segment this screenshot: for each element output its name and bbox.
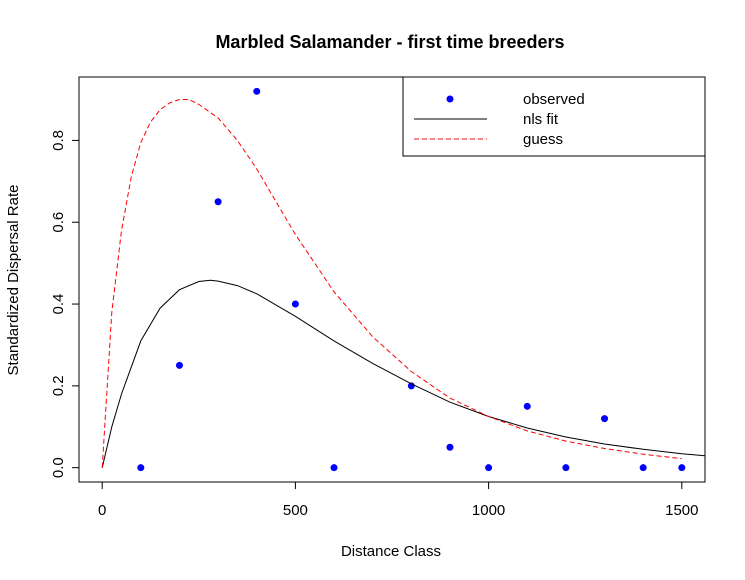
data-point bbox=[175, 361, 183, 369]
data-point bbox=[562, 464, 570, 472]
x-tick-label: 500 bbox=[283, 502, 308, 519]
y-tick-label: 0.6 bbox=[50, 212, 67, 233]
plot-frame bbox=[78, 76, 706, 483]
series-line-nls-fit bbox=[101, 279, 706, 468]
data-point bbox=[330, 464, 338, 472]
data-point bbox=[446, 443, 454, 451]
legend: observed nls fit guess bbox=[402, 76, 706, 157]
data-point bbox=[291, 300, 299, 308]
x-axis-label: Distance Class bbox=[341, 543, 441, 560]
legend-label: observed bbox=[523, 91, 585, 108]
y-tick-label: 0.2 bbox=[50, 375, 67, 396]
y-axis: 0.0 0.2 0.4 0.6 0.8 bbox=[50, 130, 79, 478]
y-tick-label: 0.8 bbox=[50, 130, 67, 151]
data-point bbox=[523, 402, 531, 410]
y-tick-label: 0.0 bbox=[50, 457, 67, 478]
data-point bbox=[601, 415, 609, 423]
chart-title: Marbled Salamander - first time breeders bbox=[215, 32, 564, 52]
legend-marker-observed bbox=[446, 95, 454, 103]
x-axis: 0 500 1000 1500 bbox=[98, 482, 699, 519]
x-tick-label: 0 bbox=[98, 502, 106, 519]
legend-label: nls fit bbox=[523, 111, 559, 128]
data-point bbox=[137, 464, 145, 472]
data-point bbox=[639, 464, 647, 472]
x-tick-label: 1000 bbox=[472, 502, 505, 519]
plot-area bbox=[101, 87, 706, 472]
legend-box bbox=[402, 76, 706, 157]
x-tick-label: 1500 bbox=[665, 502, 698, 519]
data-point bbox=[214, 198, 222, 206]
legend-label: guess bbox=[523, 131, 563, 148]
data-point bbox=[678, 464, 686, 472]
y-tick-label: 0.4 bbox=[50, 294, 67, 315]
data-point bbox=[485, 464, 493, 472]
series-line-guess bbox=[101, 99, 682, 468]
data-point bbox=[253, 87, 261, 95]
y-axis-label: Standardized Dispersal Rate bbox=[5, 185, 22, 376]
